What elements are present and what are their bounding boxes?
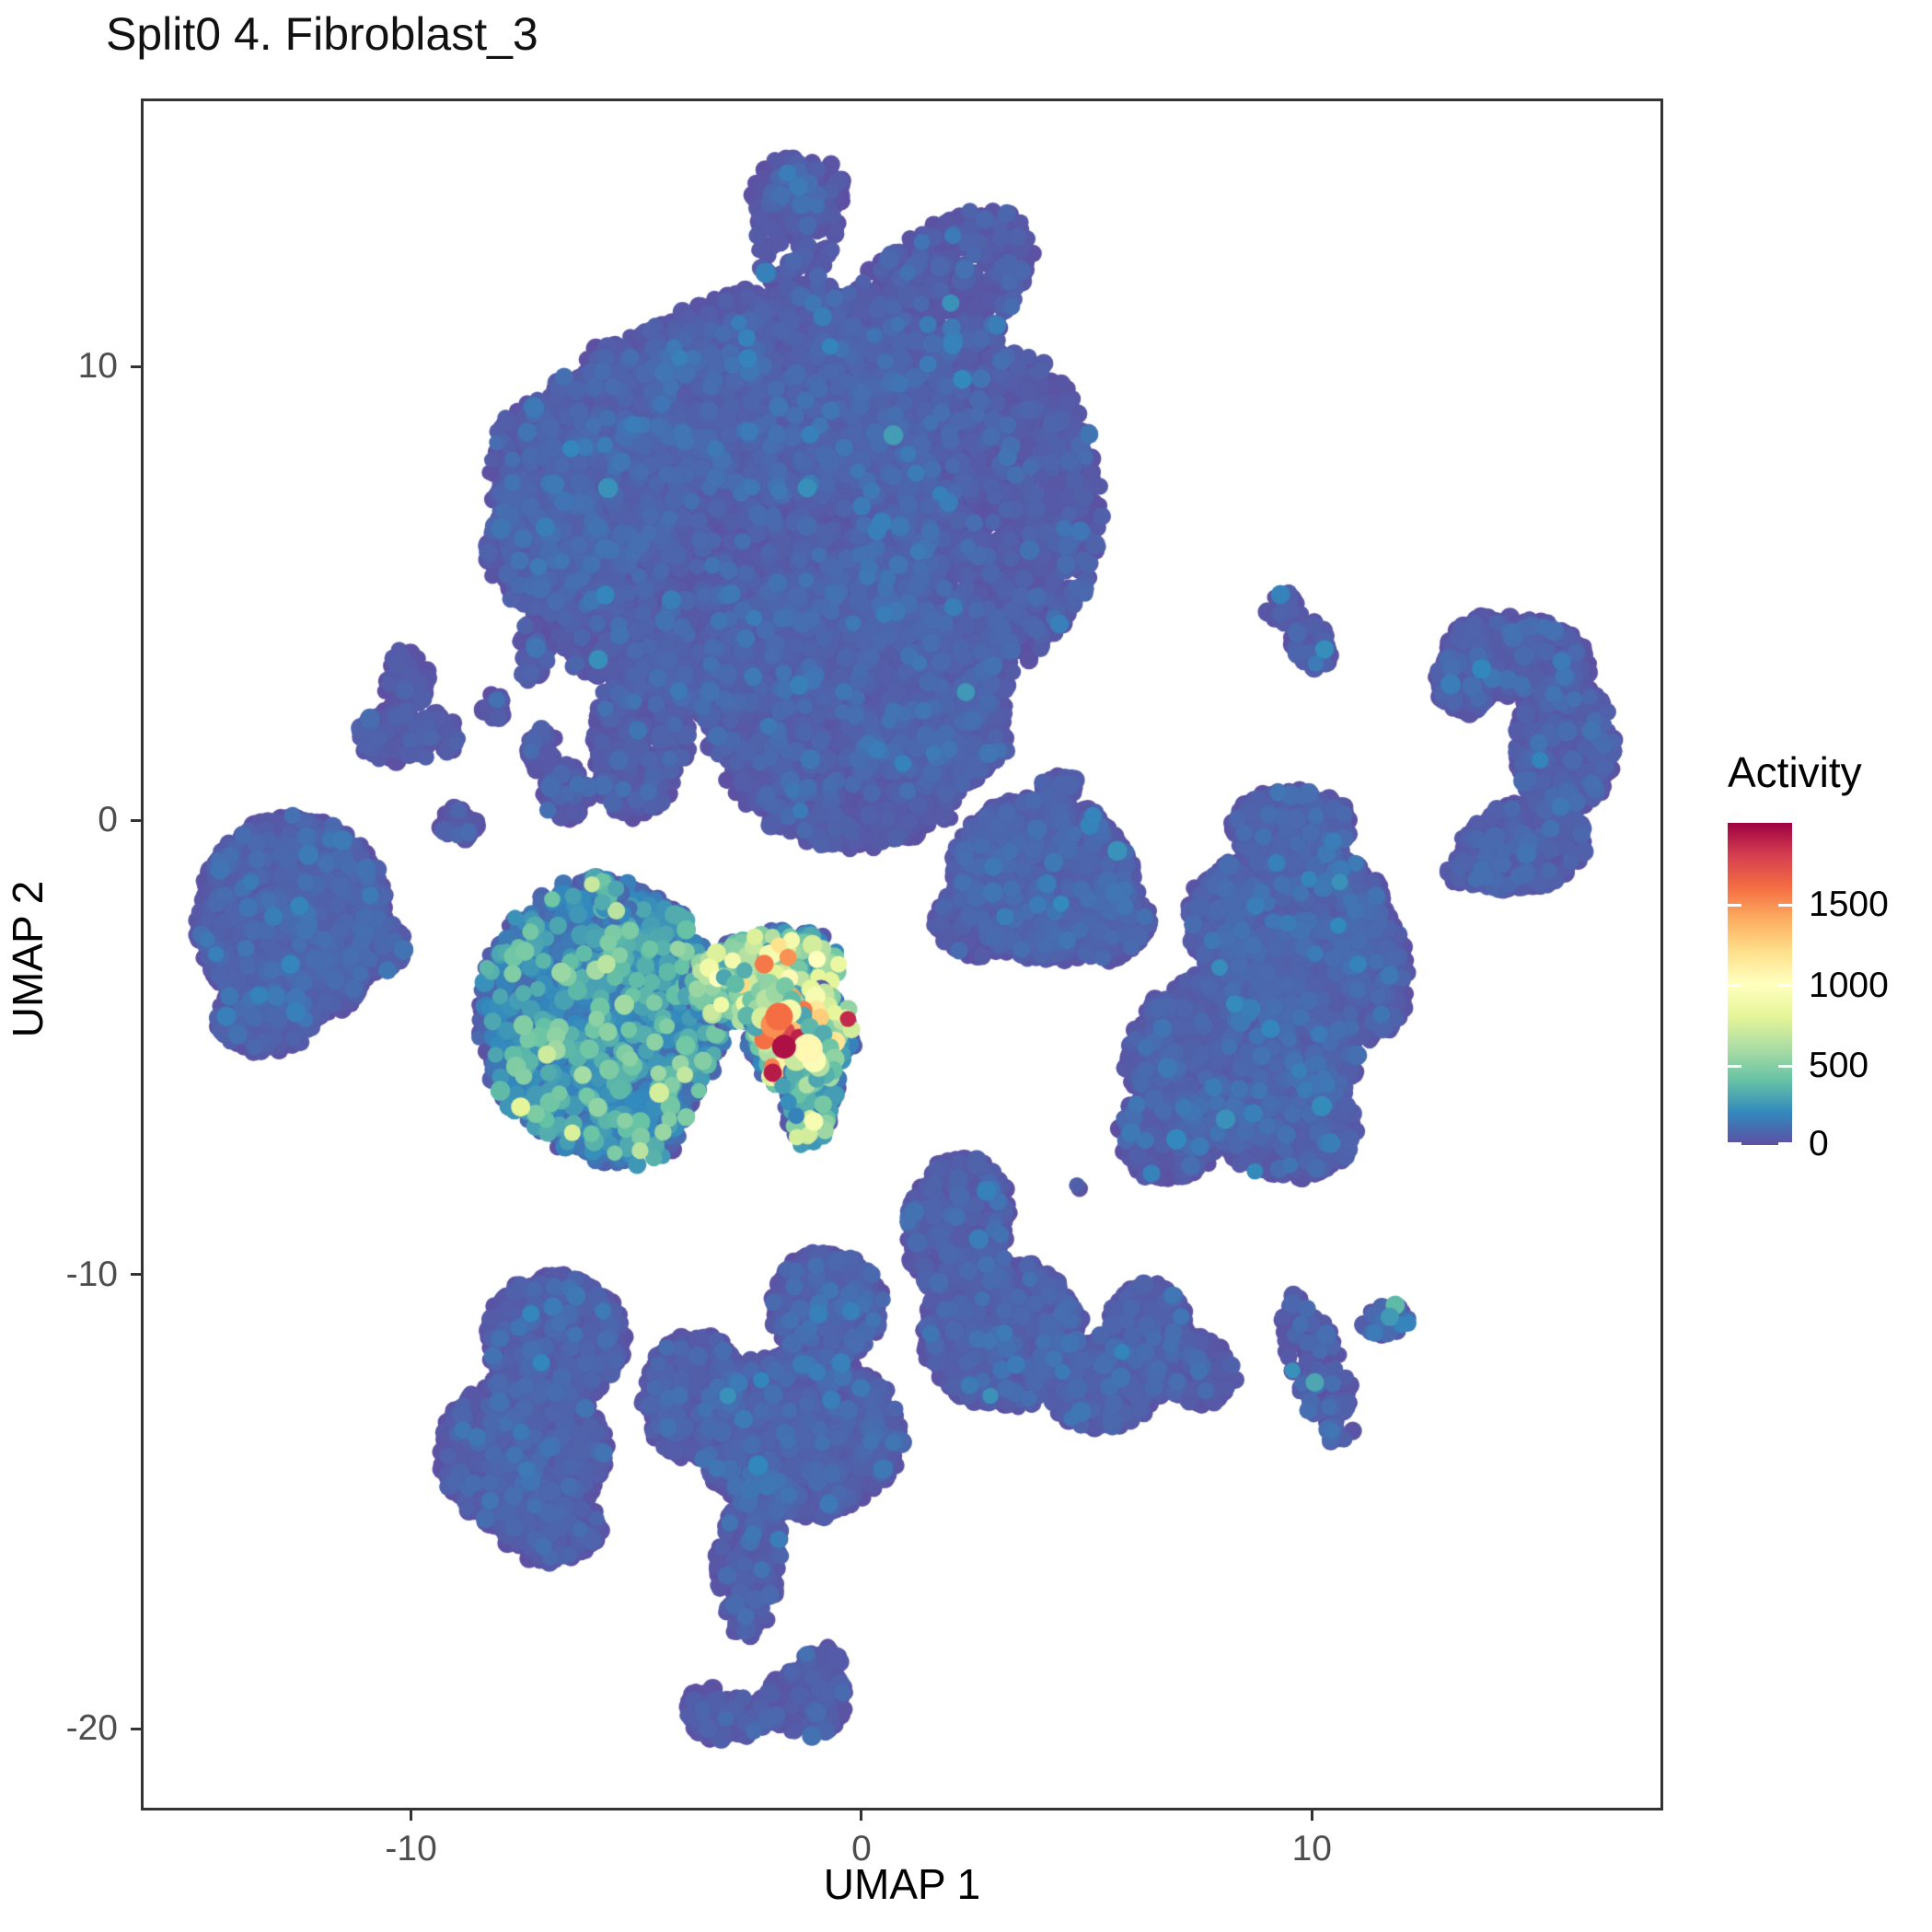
legend-colorbar: 1500 1000 500 0 bbox=[1728, 823, 1889, 1163]
x-tick-mark bbox=[860, 1811, 863, 1821]
umap-scatter-canvas bbox=[144, 101, 1660, 1808]
legend-title: Activity bbox=[1728, 748, 1862, 796]
x-tick-label: 0 bbox=[851, 1829, 872, 1868]
plot-title: Split0 4. Fibroblast_3 bbox=[106, 8, 538, 60]
legend-tick-mark bbox=[1778, 1142, 1792, 1145]
x-tick-label: -10 bbox=[385, 1829, 437, 1868]
y-tick-label: -20 bbox=[65, 1708, 118, 1749]
legend-tick-label: 500 bbox=[1809, 1046, 1869, 1085]
y-tick-label: 0 bbox=[98, 800, 118, 840]
legend-tick-mark bbox=[1728, 903, 1741, 907]
legend-tick-label: 1000 bbox=[1809, 965, 1889, 1005]
legend-tick-mark bbox=[1778, 984, 1792, 987]
y-axis-title: UMAP 2 bbox=[4, 880, 52, 1038]
y-tick-mark bbox=[131, 364, 141, 368]
legend-tick-mark bbox=[1728, 984, 1741, 987]
legend-tick-label: 0 bbox=[1809, 1123, 1829, 1163]
x-axis-title: UMAP 1 bbox=[823, 1860, 981, 1908]
plot-panel bbox=[141, 98, 1663, 1811]
x-tick-mark bbox=[410, 1811, 413, 1821]
x-tick-label: 10 bbox=[1291, 1829, 1332, 1868]
legend-tick-mark bbox=[1728, 1142, 1741, 1145]
y-tick-label: -10 bbox=[65, 1254, 118, 1294]
y-tick-mark bbox=[131, 818, 141, 822]
y-tick-mark bbox=[131, 1727, 141, 1730]
activity-legend: Activity 1500 1000 500 0 bbox=[1728, 747, 1930, 1163]
legend-tick-label: 1500 bbox=[1809, 885, 1889, 924]
legend-tick-mark bbox=[1728, 1064, 1741, 1068]
legend-tick-mark bbox=[1778, 903, 1792, 907]
y-tick-label: 10 bbox=[77, 346, 118, 387]
legend-tick-mark bbox=[1778, 1064, 1792, 1068]
y-tick-mark bbox=[131, 1273, 141, 1277]
x-tick-mark bbox=[1310, 1811, 1313, 1821]
